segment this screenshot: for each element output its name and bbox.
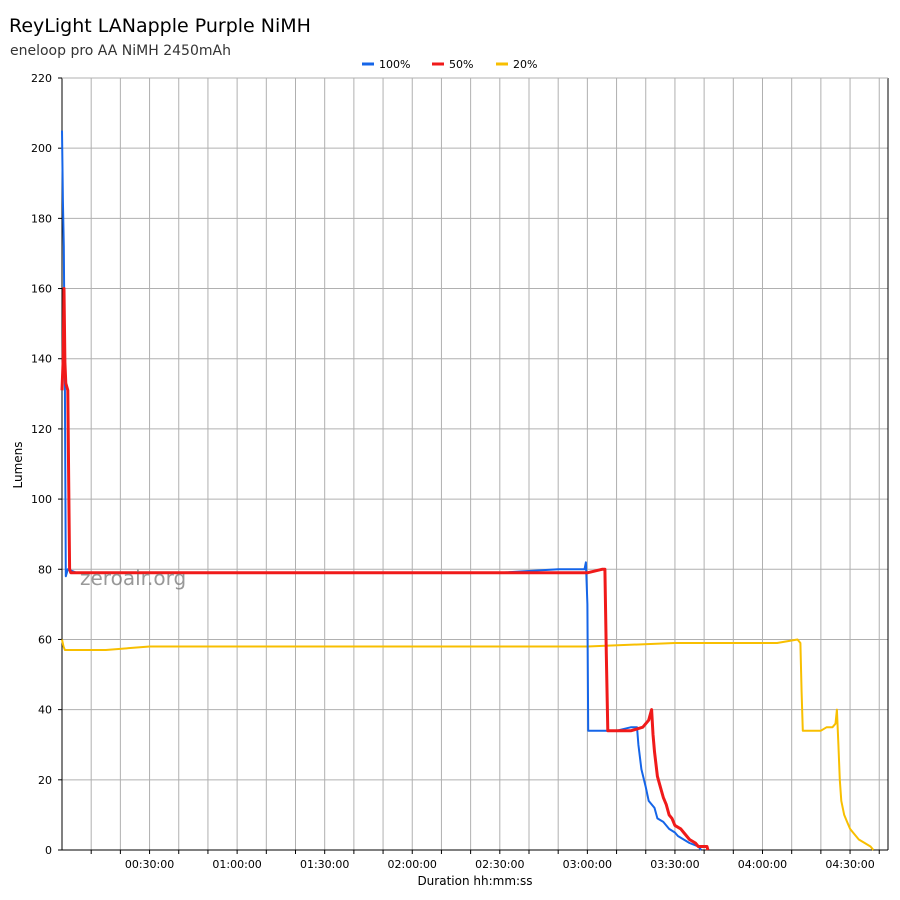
legend-label-20pct: 20% [513, 58, 537, 71]
x-tick-label: 01:30:00 [300, 858, 349, 871]
y-tick-label: 40 [38, 704, 52, 717]
y-tick-label: 140 [31, 353, 52, 366]
watermark-text: zeroair.org [80, 566, 186, 590]
y-tick-label: 220 [31, 72, 52, 85]
y-tick-label: 80 [38, 563, 52, 576]
series-line-20pct [61, 638, 875, 851]
grid-lines [62, 77, 888, 851]
series-line-50pct [60, 287, 710, 851]
series-line-100pct [61, 130, 702, 851]
x-tick-label: 00:30:00 [125, 858, 174, 871]
y-axis-label: Lumens [11, 441, 25, 488]
legend: 100% 50% 20% [362, 58, 537, 71]
x-axis-label: Duration hh:mm:ss [417, 874, 532, 888]
chart-title: ReyLight LANapple Purple NiMH [9, 15, 311, 37]
y-tick-label: 160 [31, 283, 52, 296]
y-tick-label: 0 [45, 844, 52, 857]
x-tick-label: 03:30:00 [650, 858, 699, 871]
x-ticks: 00:30:00 01:00:00 01:30:00 02:00:00 02:30:00… [90, 850, 880, 871]
chart-subtitle: eneloop pro AA NiMH 2450mAh [10, 43, 231, 59]
y-tick-label: 20 [38, 774, 52, 787]
series-lines [60, 130, 875, 851]
x-tick-label: 01:00:00 [212, 858, 261, 871]
legend-label-50pct: 50% [449, 58, 473, 71]
x-tick-label: 02:00:00 [388, 858, 437, 871]
y-tick-label: 60 [38, 633, 52, 646]
y-tick-label: 120 [31, 423, 52, 436]
legend-label-100pct: 100% [379, 58, 410, 71]
x-tick-label: 04:30:00 [825, 858, 874, 871]
y-tick-label: 100 [31, 493, 52, 506]
y-tick-label: 200 [31, 142, 52, 155]
y-tick-label: 180 [31, 212, 52, 225]
x-tick-label: 02:30:00 [475, 858, 524, 871]
x-tick-label: 03:00:00 [563, 858, 612, 871]
y-ticks: 0 20 40 60 80 100 120 140 160 180 200 220 [31, 72, 62, 857]
plot-frame [61, 77, 889, 851]
x-tick-label: 04:00:00 [738, 858, 787, 871]
